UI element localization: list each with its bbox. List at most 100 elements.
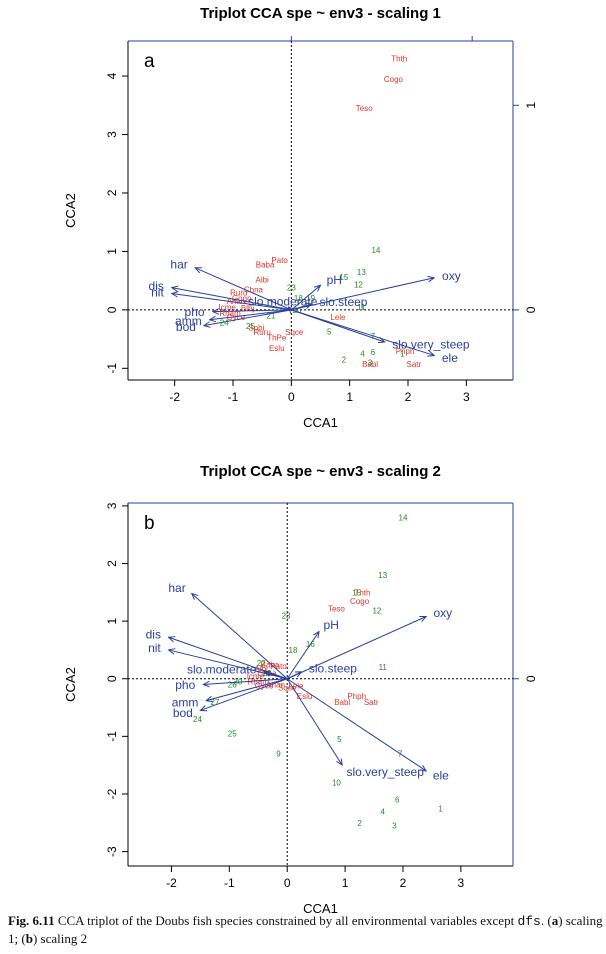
panel-b-site-label: 12 [372,607,381,616]
panel-a-site-label: 11 [357,303,366,312]
panel-a-species-label: Ruru [253,328,270,337]
panel-a-env-label: nit [151,285,164,299]
panel-b-panel-letter: b [144,513,155,534]
panel-a-env-arrow [213,310,292,312]
panel-b-site-label: 24 [193,715,202,724]
panel-b-species-label: Rham [248,678,270,687]
panel-b-env-label: pH [324,618,339,632]
panel-a-env-arrow [288,307,291,310]
panel-b-species-label: Lele [288,682,304,691]
panel-a-species-label: Babl [362,360,378,369]
panel-b-env-arrow [200,678,288,711]
panel-a-x-tick-label: 3 [463,390,470,404]
panel-a-env-label: oxy [442,269,461,283]
panel-b-species-label: Icme [247,672,265,681]
panel-b-env-label: ele [433,768,449,782]
panel-b-species-label: Anan [266,681,285,690]
caption-figure-number: Fig. 6.11 [8,913,55,928]
panel-b-species-label: Gyce [255,682,274,691]
panel-b-env-label: slo.moderate [187,663,257,677]
panel-a-species-label: Rham [219,309,241,318]
panel-a-env-label: bod [176,320,196,334]
caption-text-4: ) scaling 2 [32,931,88,946]
panel-b-species-label: Satr [364,698,379,707]
panel-a-species-label: Blbj [241,304,255,313]
panel-b-env-label: slo.steep [309,661,357,675]
panel-a-site-label: 25 [246,322,255,331]
caption-part-b: b [25,931,33,946]
panel-b-site-label: 15 [352,588,361,597]
panel-b-env-arrow [287,617,426,680]
panel-b-site-label: 13 [378,571,387,580]
panel-b-env-label: nit [148,641,161,655]
panel-b-site-label: 2 [357,819,362,828]
panel-b-right-tick-label: 0 [524,675,538,682]
panel-a-site-label: 13 [357,268,366,277]
panel-b-y-tick-label: -1 [105,731,119,742]
panel-a-y-tick-label: 4 [105,72,119,79]
panel-b-env-label: pho [175,678,195,692]
panel-b-site-label: 9 [276,750,281,759]
panel-a-right-tick-label: 0 [524,306,538,313]
panel-b-env-arrow [192,593,288,680]
panel-b-env-arrow [286,672,301,680]
panel-a-species-label: ThPe [267,333,287,342]
panel-a-species-label: Pato [271,256,288,265]
panel-b-site-label: 1 [438,804,443,813]
panel-a-species-label: Icme [218,303,236,312]
panel-b-site-label: 14 [399,513,408,522]
panel-a-x-axis-label: CCA1 [303,415,338,430]
panel-a-species-label: Chna [244,285,264,294]
caption-part-a: a [551,913,559,928]
panel-a-site-label: 5 [327,327,332,336]
panel-a-x-tick-label: 1 [346,390,353,404]
panel-b-y-tick-label: -2 [105,788,119,799]
panel-a-species-label: Thth [391,55,407,64]
panel-b-species-label: Baba [260,660,279,669]
panel-b-species-label: Eslu [297,692,313,701]
panel-b-env-arrow [264,672,288,680]
panel-a-species-label: Eslu [269,344,285,353]
panel-a-species-label: Spbi [248,323,264,332]
panel-a-site-label: 24 [220,319,229,328]
panel-b-y-tick-label: 0 [105,675,119,682]
panel-b-site-label: 18 [289,646,298,655]
panel-b-env-label: oxy [433,606,452,620]
panel-a-species-label: Lele [330,313,346,322]
panel-b-x-tick-label: 1 [342,876,349,890]
panel-a-env-arrow [195,268,292,311]
figure-caption: Fig. 6.11 CCA triplot of the Doubs fish … [8,912,604,947]
panel-a-y-axis-label: CCA2 [63,193,78,228]
panel-a-env-arrow [291,285,320,311]
panel-b-species-label: Teso [328,604,345,613]
panel-a-env-label: ele [442,351,458,365]
panel-a-x-tick-label: 0 [288,390,295,404]
panel-a-species-label: Satr [406,360,421,369]
panel-b-env-label: slo.very_steep [347,765,425,779]
panel-a-species-label: Baba [256,260,275,269]
panel-a-env-arrow [172,293,292,311]
panel-a-env-label: slo.steep [319,295,367,309]
panel-b-site-label: 27 [210,698,219,707]
panel-a-species-label: Gyce [227,313,246,322]
panel-a-species-label: Ruru [230,288,247,297]
panel-b-env-arrow [286,631,319,680]
panel-a-site-label: 2 [342,356,347,365]
panel-b-x-tick-label: -1 [224,876,235,890]
panel-a-site-label: 18 [294,294,303,303]
panel-a-env-label: har [170,258,187,272]
panel-a-panel-letter: a [144,51,155,72]
panel-a-env-label: amm [175,314,202,328]
panel-b-x-tick-label: 0 [284,876,291,890]
triplot-panel-b: Triplot CCA spe ~ env3 - scaling 2 -2 -1 0 1… [63,463,538,916]
panel-a-env-arrow [210,309,292,320]
panel-b-env-arrow [206,678,288,701]
panel-a-site-label: 1 [400,350,405,359]
panel-b-env-arrow [286,678,342,765]
panel-a-site-label: 4 [360,350,365,359]
panel-a-site-label: 3 [368,358,373,367]
panel-a-species-label: Teso [356,104,373,113]
panel-b-y-tick-label: 1 [105,617,119,624]
panel-b-chart-title: Triplot CCA spe ~ env3 - scaling 2 [200,463,441,480]
